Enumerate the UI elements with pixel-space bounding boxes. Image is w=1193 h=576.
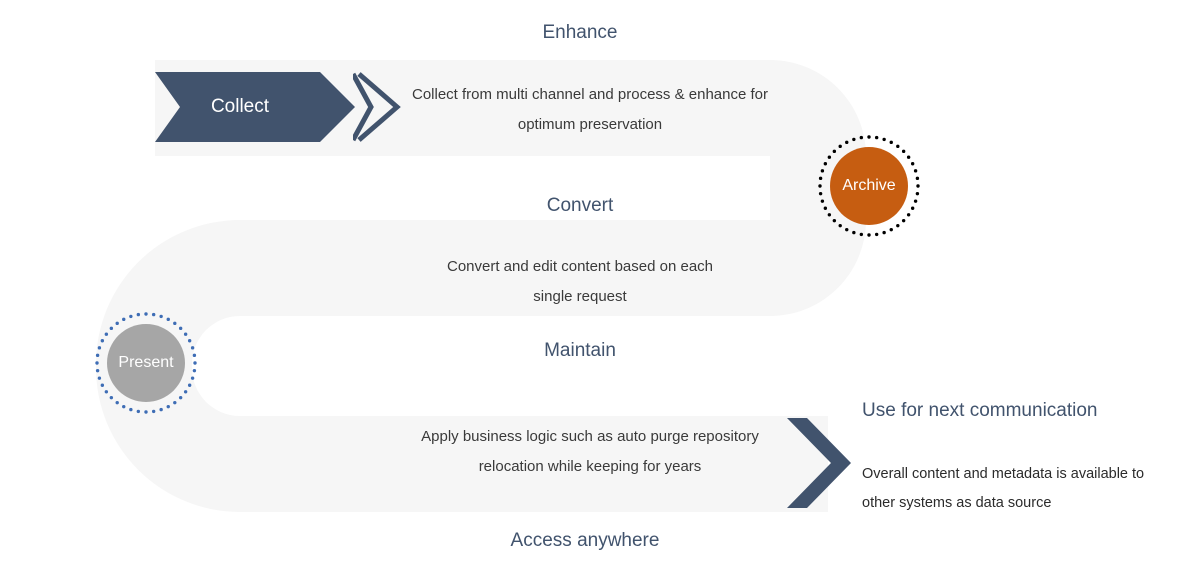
present-label: Present [107, 324, 185, 402]
right-body: Overall content and metadata is availabl… [862, 460, 1177, 518]
heading-maintain: Maintain [505, 340, 655, 362]
body-maintain: Apply business logic such as auto purge … [400, 422, 780, 482]
body-enhance: Collect from multi channel and process &… [410, 80, 770, 140]
heading-convert: Convert [505, 195, 655, 217]
body-convert: Convert and edit content based on each s… [430, 252, 730, 312]
diagram-canvas: Enhance Collect Collect from multi chann… [0, 0, 1193, 576]
heading-access: Access anywhere [475, 530, 695, 552]
collect-label: Collect [155, 72, 325, 142]
right-heading: Use for next communication [862, 398, 1102, 425]
heading-enhance: Enhance [505, 22, 655, 44]
output-chevron-icon [787, 418, 851, 508]
collect-arrow: Collect [155, 72, 355, 142]
archive-node: Archive [818, 135, 920, 237]
outline-chevron-icon [353, 72, 403, 142]
present-node: Present [95, 312, 197, 414]
archive-label: Archive [830, 147, 908, 225]
